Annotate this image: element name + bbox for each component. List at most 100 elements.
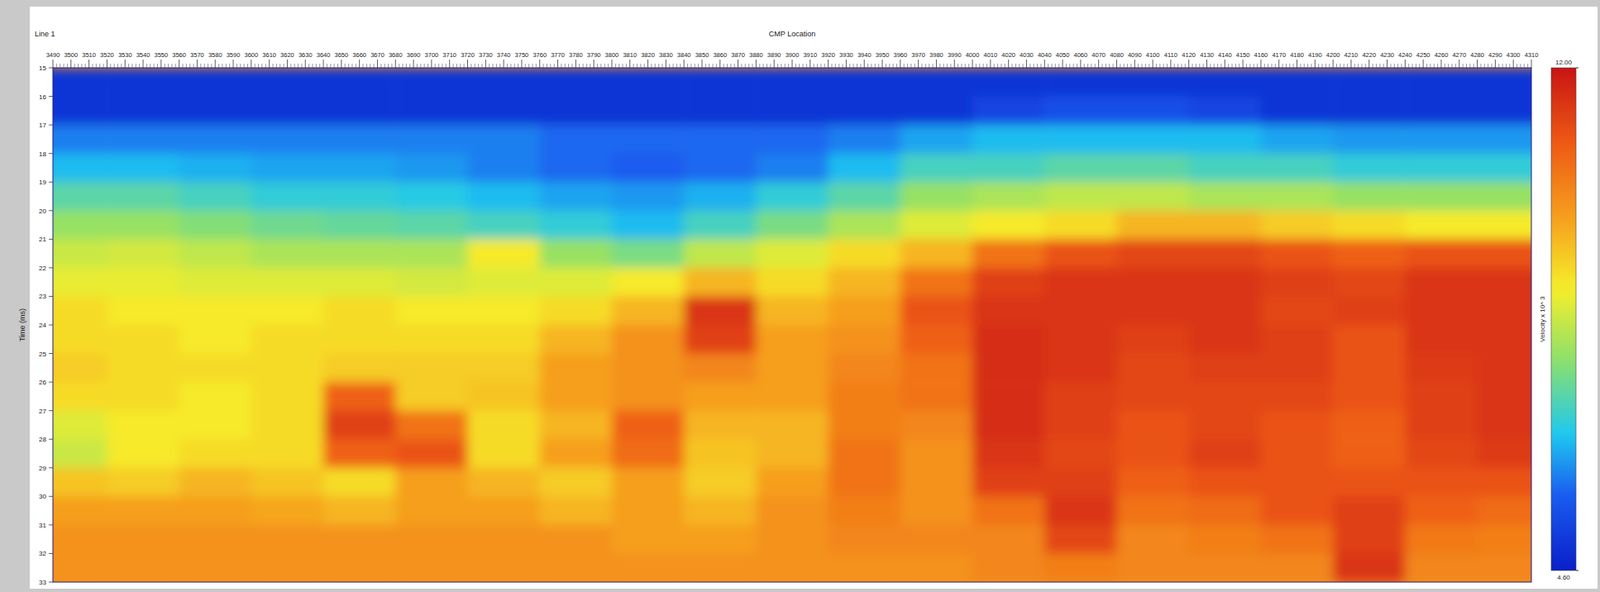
heat-cell xyxy=(106,353,180,383)
x-minor-tick xyxy=(1145,63,1147,68)
x-tick-label: 4100 xyxy=(1146,51,1161,59)
heat-cell xyxy=(251,410,325,440)
x-minor-tick xyxy=(968,63,970,68)
x-minor-tick xyxy=(932,63,934,68)
x-minor-tick xyxy=(1401,63,1403,68)
heat-cell xyxy=(1116,238,1190,268)
heat-cell xyxy=(468,238,541,268)
x-minor-tick xyxy=(164,63,166,68)
x-minor-tick xyxy=(128,63,129,68)
x-minor-tick xyxy=(1238,63,1240,68)
x-minor-tick xyxy=(1484,63,1486,68)
x-tick-label: 3670 xyxy=(370,51,385,59)
heat-cell xyxy=(972,410,1046,440)
x-minor-tick xyxy=(571,63,573,68)
x-minor-tick xyxy=(456,63,458,68)
heat-cell xyxy=(828,67,902,97)
x-tick-label: 3720 xyxy=(460,51,475,59)
heat-cell xyxy=(1116,267,1190,297)
x-minor-tick xyxy=(344,63,346,68)
x-minor-tick xyxy=(586,63,588,68)
plot-area xyxy=(52,67,1532,583)
x-tick-label: 4300 xyxy=(1506,51,1521,59)
y-tick xyxy=(48,496,53,497)
x-tick xyxy=(1458,59,1460,68)
heat-cell xyxy=(683,496,757,526)
heat-cell xyxy=(468,67,541,97)
x-tick xyxy=(954,59,956,68)
x-minor-tick xyxy=(311,63,313,68)
x-tick-label: 3530 xyxy=(118,51,133,59)
x-tick xyxy=(701,59,703,68)
heat-cell xyxy=(251,181,325,211)
x-tick xyxy=(864,59,865,68)
y-tick-label: 15 xyxy=(38,64,47,72)
x-minor-tick xyxy=(1487,63,1489,68)
heat-cell xyxy=(1477,353,1532,383)
x-minor-tick xyxy=(824,63,826,68)
x-minor-tick xyxy=(1055,63,1056,68)
x-tick-label: 3890 xyxy=(767,51,782,59)
heat-cell xyxy=(539,210,613,240)
x-minor-tick xyxy=(1429,63,1431,68)
heat-cell xyxy=(1404,124,1478,154)
x-tick-label: 3840 xyxy=(677,51,692,59)
x-tick xyxy=(268,59,270,68)
x-minor-tick xyxy=(993,63,995,68)
heat-cell xyxy=(468,96,541,126)
heat-cell xyxy=(323,296,397,325)
heat-cell xyxy=(1260,525,1334,555)
x-minor-tick xyxy=(604,63,606,68)
y-tick xyxy=(48,124,53,126)
heat-cell xyxy=(179,382,253,411)
x-minor-tick xyxy=(1462,63,1464,68)
heat-cell xyxy=(106,67,180,97)
heat-cell xyxy=(106,496,180,526)
heat-cell xyxy=(395,553,469,583)
x-tick-label: 4060 xyxy=(1074,51,1089,59)
heat-cell xyxy=(468,468,541,497)
x-tick xyxy=(989,59,991,68)
x-tick-label: 4310 xyxy=(1524,51,1539,59)
x-tick-label: 4260 xyxy=(1434,51,1449,59)
x-tick xyxy=(196,59,198,68)
x-minor-tick xyxy=(723,63,725,68)
heat-cell xyxy=(1044,353,1118,383)
y-tick xyxy=(48,439,53,440)
x-tick xyxy=(1206,59,1208,68)
heat-cell xyxy=(1477,553,1532,583)
heat-cell xyxy=(1116,67,1190,97)
x-minor-tick xyxy=(81,63,82,68)
x-tick xyxy=(593,59,595,68)
heat-cell xyxy=(755,124,829,154)
heat-cell xyxy=(539,267,613,297)
x-minor-tick xyxy=(514,63,516,68)
x-minor-tick xyxy=(1209,63,1211,68)
x-minor-tick xyxy=(405,63,407,68)
heat-cell xyxy=(106,238,180,268)
heat-cell xyxy=(900,382,974,411)
x-minor-tick xyxy=(730,63,731,68)
heat-cell xyxy=(900,153,974,183)
heat-cell xyxy=(1189,96,1262,126)
x-minor-tick xyxy=(644,63,645,68)
x-minor-tick xyxy=(1253,63,1255,68)
x-minor-tick xyxy=(276,63,278,68)
x-minor-tick xyxy=(229,63,230,68)
y-tick-label: 24 xyxy=(38,321,47,330)
heat-cell xyxy=(972,353,1046,383)
heat-cell xyxy=(1404,496,1478,526)
x-minor-tick xyxy=(1137,63,1139,68)
x-minor-tick xyxy=(1213,63,1215,68)
x-minor-tick xyxy=(716,63,717,68)
x-minor-tick xyxy=(578,63,580,68)
heat-cell xyxy=(1044,267,1118,297)
heat-cell xyxy=(900,181,974,211)
heat-cell xyxy=(900,67,974,97)
x-minor-tick xyxy=(983,63,984,68)
x-tick-label: 4110 xyxy=(1164,51,1178,59)
x-tick-label: 4200 xyxy=(1326,51,1341,59)
panel xyxy=(29,6,1598,589)
x-minor-tick xyxy=(1447,63,1449,68)
heat-cell xyxy=(755,153,829,183)
